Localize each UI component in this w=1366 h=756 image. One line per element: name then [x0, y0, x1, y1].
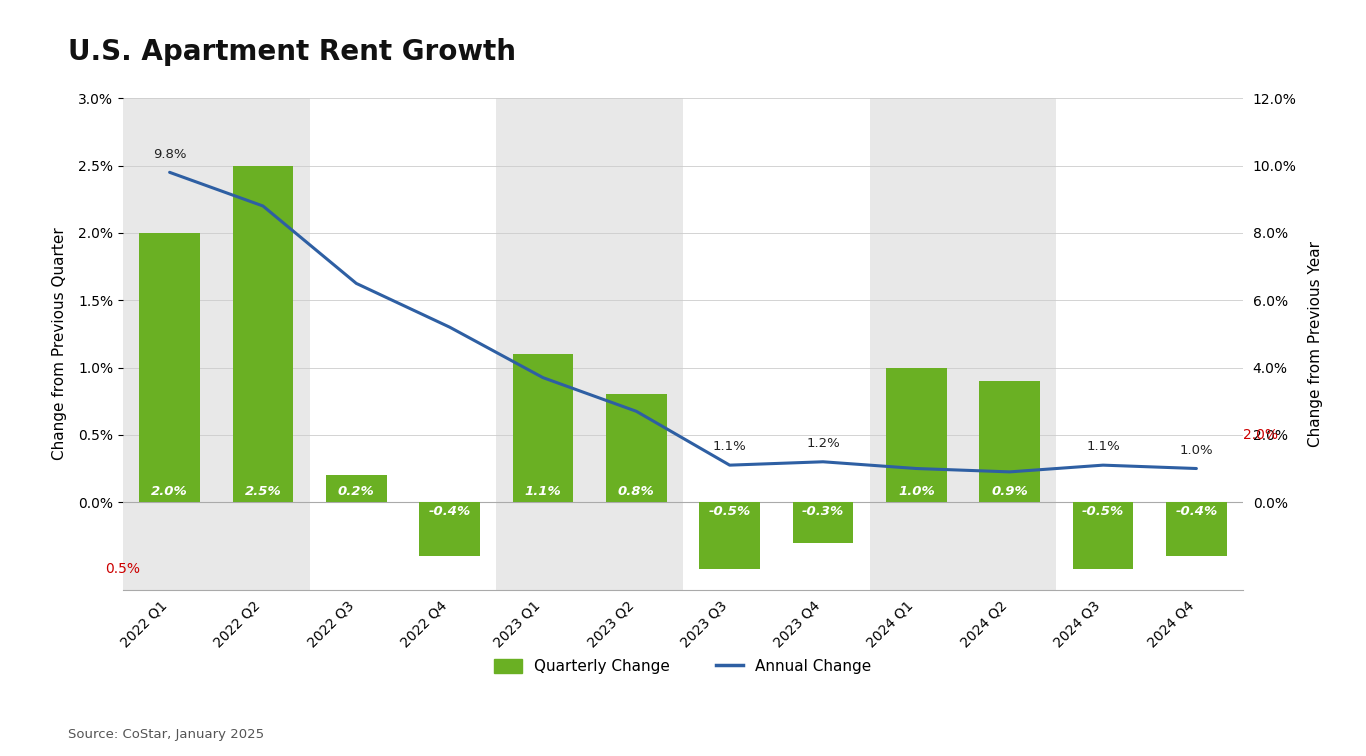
- Text: -0.5%: -0.5%: [1082, 505, 1124, 518]
- Bar: [326, 476, 387, 502]
- Text: 1.1%: 1.1%: [1086, 440, 1120, 454]
- Bar: [683, 98, 870, 590]
- Text: 1.0%: 1.0%: [1180, 444, 1213, 457]
- Bar: [1167, 502, 1227, 556]
- Text: 2.0%: 2.0%: [152, 485, 189, 498]
- Text: -0.4%: -0.4%: [429, 505, 471, 518]
- Text: 2.5%: 2.5%: [245, 485, 281, 498]
- Text: -0.4%: -0.4%: [1175, 505, 1217, 518]
- Text: -0.5%: -0.5%: [709, 505, 751, 518]
- Text: 1.1%: 1.1%: [525, 485, 561, 498]
- Bar: [232, 166, 294, 502]
- Text: 9.8%: 9.8%: [153, 147, 186, 160]
- Bar: [310, 98, 496, 590]
- Bar: [870, 98, 1056, 590]
- Text: U.S. Apartment Rent Growth: U.S. Apartment Rent Growth: [68, 38, 516, 66]
- Text: Source: CoStar, January 2025: Source: CoStar, January 2025: [68, 728, 265, 741]
- Text: 0.9%: 0.9%: [992, 485, 1029, 498]
- Text: 1.2%: 1.2%: [806, 437, 840, 450]
- Bar: [699, 502, 759, 569]
- Bar: [887, 367, 947, 502]
- Text: 2.0%: 2.0%: [1243, 428, 1279, 442]
- Bar: [139, 233, 199, 502]
- Bar: [1072, 502, 1134, 569]
- Bar: [512, 354, 574, 502]
- Text: 1.0%: 1.0%: [897, 485, 934, 498]
- Bar: [419, 502, 479, 556]
- Text: -0.3%: -0.3%: [802, 505, 844, 518]
- Text: 0.8%: 0.8%: [617, 485, 654, 498]
- Legend: Quarterly Change, Annual Change: Quarterly Change, Annual Change: [488, 653, 878, 680]
- Y-axis label: Change from Previous Quarter: Change from Previous Quarter: [52, 228, 67, 460]
- Y-axis label: Change from Previous Year: Change from Previous Year: [1307, 241, 1322, 447]
- Text: 0.5%: 0.5%: [105, 562, 141, 577]
- Bar: [1056, 98, 1243, 590]
- Bar: [792, 502, 854, 543]
- Bar: [607, 395, 667, 502]
- Bar: [496, 98, 683, 590]
- Text: 0.2%: 0.2%: [337, 485, 374, 498]
- Bar: [979, 381, 1040, 502]
- Bar: [123, 98, 310, 590]
- Text: 1.1%: 1.1%: [713, 440, 747, 454]
